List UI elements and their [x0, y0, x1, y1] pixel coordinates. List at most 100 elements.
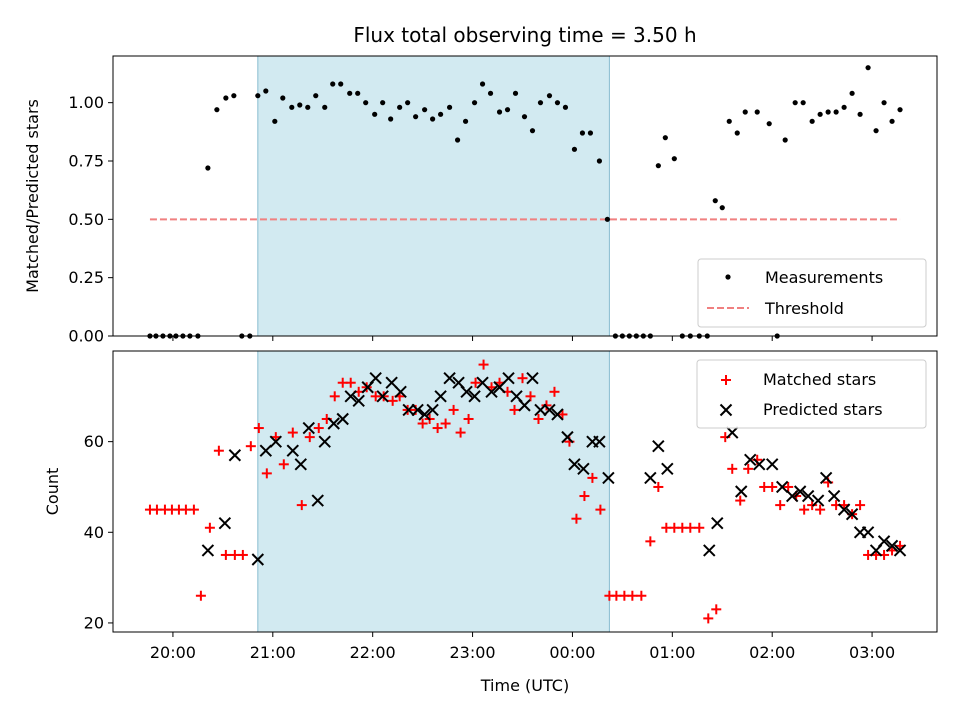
matched-star-point [417, 418, 428, 429]
predicted-star-point-b [885, 539, 899, 553]
top-legend: Measurements Threshold [697, 258, 927, 328]
matched-star-point [448, 404, 459, 415]
predicted-star-point-b [443, 371, 456, 385]
measurement-point [471, 100, 478, 106]
matched-star-point [287, 427, 298, 438]
matched-star-point [509, 404, 520, 415]
top-axes-frame [112, 55, 938, 337]
measurement-point [255, 93, 261, 99]
predicted-star-point [837, 503, 851, 516]
matched-star-point [237, 549, 248, 560]
predicted-star-point-b [893, 544, 907, 557]
matched-star-point [517, 373, 528, 384]
predicted-star-point [228, 449, 242, 462]
predicted-star-point-b [661, 462, 674, 476]
predicted-star-point [311, 494, 324, 507]
measurement-point [496, 109, 503, 115]
predicted-star-point [735, 485, 748, 498]
matched-star-point [783, 481, 794, 492]
predicted-star-point [327, 417, 340, 430]
measurement-point [446, 104, 453, 110]
measurement-point [405, 100, 411, 106]
measurement-point [372, 111, 378, 117]
predicted-star-point [801, 489, 815, 503]
matched-star-point [470, 377, 481, 388]
predicted-star-point [402, 403, 415, 417]
matched-star-point [304, 432, 315, 443]
x-tick-label: 20:00 [150, 643, 196, 662]
matched-star-point [533, 413, 544, 424]
measurement-point [782, 137, 788, 143]
measurement-point [742, 109, 748, 115]
legend-x [719, 403, 733, 417]
predicted-star-point-b [228, 449, 242, 462]
measurement-point [655, 163, 661, 169]
legend-label-measurements: Measurements [765, 268, 883, 287]
predicted-star-point-b [460, 385, 473, 398]
matched-star-point [685, 522, 696, 533]
predicted-star-point-b [644, 471, 657, 485]
predicted-star-point-b [602, 471, 615, 485]
predicted-star-point-b [369, 371, 382, 385]
predicted-star-point-b [775, 480, 789, 494]
measurement-point [865, 65, 871, 71]
measurement-point [347, 90, 353, 96]
predicted-star-point-b [327, 417, 340, 430]
matched-star-point [455, 427, 466, 438]
predicted-star-point-b [593, 435, 606, 448]
predicted-star-point-b [845, 507, 859, 521]
legend-label-matched-stars: Matched stars [763, 370, 876, 389]
matched-star-point [541, 400, 552, 411]
x-axis-label: Time (UTC) [480, 676, 569, 695]
predicted-star-point [744, 453, 757, 466]
predicted-star-point [711, 517, 724, 530]
predicted-star-point [376, 390, 389, 403]
predicted-star-point [344, 390, 357, 403]
measurement-point [889, 118, 895, 124]
measurement-point [289, 104, 295, 110]
measurement-point [546, 93, 553, 99]
predicted-star-point [369, 371, 382, 385]
measurement-point [662, 135, 668, 141]
matched-star-point [595, 504, 606, 515]
predicted-star-point [251, 553, 265, 566]
predicted-star-point-b [703, 544, 716, 557]
predicted-star-point [819, 471, 833, 485]
measurement-point [397, 104, 403, 110]
matched-star-point [440, 418, 451, 429]
measurement-point [825, 109, 831, 115]
y-tick-label: 0.50 [68, 210, 104, 229]
predicted-star-point-b [426, 403, 439, 417]
predicted-star-point-b [561, 430, 574, 444]
predicted-star-point [568, 458, 581, 471]
observing-interval-shade-top [257, 55, 610, 337]
measurement-point [712, 198, 718, 204]
matched-star-point [727, 463, 738, 474]
predicted-star-point [411, 403, 424, 417]
predicted-star-point-b [837, 503, 851, 516]
predicted-star-point-b [785, 489, 799, 503]
legend-marker-matched-stars [721, 375, 731, 385]
matched-star-point [627, 590, 638, 601]
predicted-star-point-b [502, 371, 515, 385]
predicted-star-point [561, 430, 574, 444]
predicted-star-point-b [510, 390, 523, 403]
predicted-star-point [394, 385, 407, 398]
measurement-point [766, 121, 772, 127]
matched-star-point [711, 604, 722, 615]
measurement-point [280, 95, 286, 101]
matched-star-point [195, 590, 206, 601]
predicted-star-point-b [551, 408, 564, 421]
measurement-point [263, 88, 269, 94]
predicted-star-point [518, 399, 531, 412]
predicted-star-point-b [411, 403, 424, 417]
predicted-star-point [526, 371, 539, 385]
measurement-point [355, 90, 361, 96]
y-tick-label: 0.25 [68, 268, 104, 287]
predicted-star-point-b [801, 489, 815, 503]
predicted-star-point-b [269, 435, 283, 448]
measurement-point [313, 93, 319, 99]
measurement-point [800, 100, 806, 106]
predicted-star-point-b [318, 435, 331, 448]
